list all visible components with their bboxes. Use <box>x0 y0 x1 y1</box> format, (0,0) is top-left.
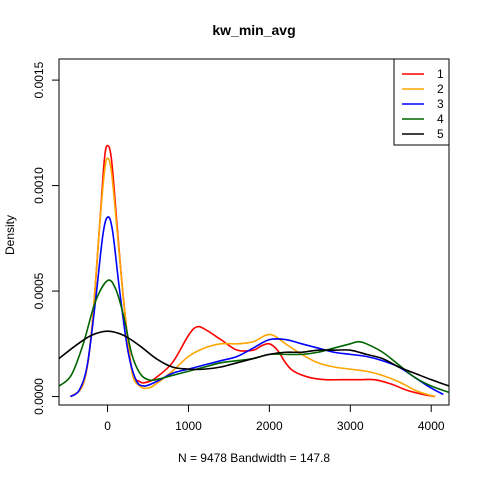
x-tick-label: 2000 <box>256 419 283 433</box>
x-axis-label: N = 9478 Bandwidth = 147.8 <box>178 451 330 465</box>
legend-label: 2 <box>437 82 444 96</box>
series-line-5 <box>59 330 449 387</box>
x-tick-label: 3000 <box>337 419 364 433</box>
x-tick-label: 4000 <box>418 419 445 433</box>
y-axis-label: Density <box>3 215 17 255</box>
legend-label: 5 <box>437 127 444 141</box>
series-layer <box>59 144 449 398</box>
y-tick-label: 0.0000 <box>32 378 46 415</box>
x-tick-label: 0 <box>104 419 111 433</box>
legend-label: 1 <box>437 67 444 81</box>
legend-label: 4 <box>437 112 444 126</box>
y-tick-label: 0.0005 <box>32 272 46 309</box>
chart-title: kw_min_avg <box>212 22 295 38</box>
series-line-1 <box>69 144 436 398</box>
x-tick-label: 1000 <box>175 419 202 433</box>
plot-frame <box>58 58 450 406</box>
y-tick-label: 0.0010 <box>32 167 46 204</box>
series-line-4 <box>59 279 449 394</box>
y-axis: 0.0000 0.0005 0.0010 0.0015 <box>32 61 59 415</box>
series-line-2 <box>69 157 436 398</box>
series-line-3 <box>69 216 444 398</box>
x-axis: 0 1000 2000 3000 4000 <box>104 405 445 433</box>
y-tick-label: 0.0015 <box>32 61 46 98</box>
legend-label: 3 <box>437 97 444 111</box>
